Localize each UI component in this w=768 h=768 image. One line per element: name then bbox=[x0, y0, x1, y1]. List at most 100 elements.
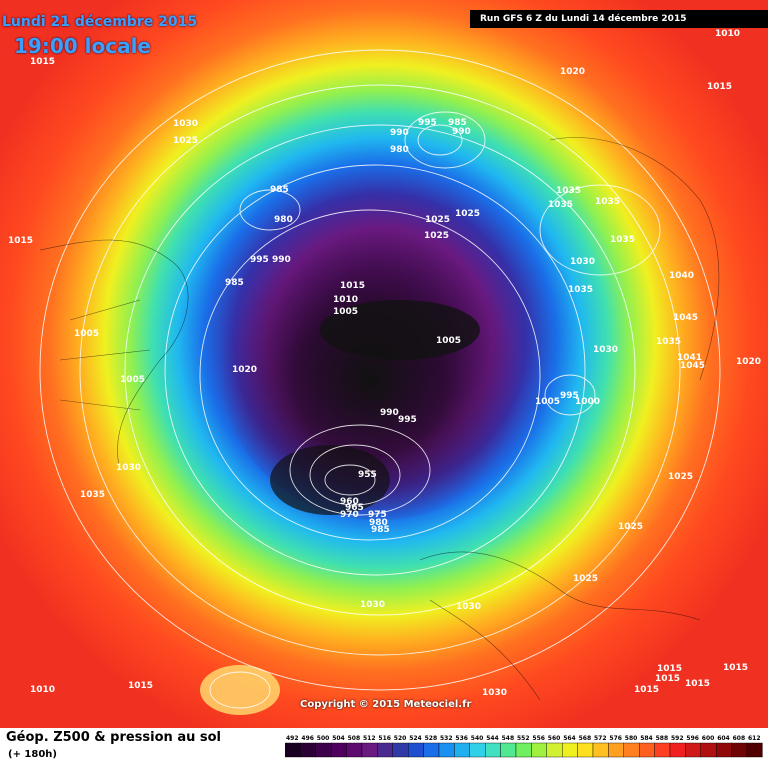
scale-swatch bbox=[377, 742, 394, 758]
pressure-label: 985 bbox=[448, 118, 467, 128]
vortex-lobe bbox=[320, 300, 480, 360]
scale-tick-label: 556 bbox=[532, 735, 545, 742]
scale-tick-label: 564 bbox=[563, 735, 576, 742]
scale-swatch bbox=[562, 742, 578, 758]
pressure-label: 1030 bbox=[173, 119, 198, 129]
pressure-label: 990 bbox=[272, 255, 291, 265]
pressure-label: 1030 bbox=[116, 463, 141, 473]
scale-tick-label: 492 bbox=[286, 735, 299, 742]
pressure-label: 1015 bbox=[655, 674, 680, 684]
scale-swatch bbox=[300, 742, 316, 758]
scale-tick-label: 544 bbox=[486, 735, 499, 742]
pressure-label: 1035 bbox=[548, 200, 573, 210]
scale-swatch bbox=[716, 742, 732, 758]
scale-swatch bbox=[331, 742, 347, 758]
scale-tick-label: 572 bbox=[594, 735, 607, 742]
pressure-label: 1015 bbox=[8, 236, 33, 246]
scale-swatch bbox=[484, 742, 501, 758]
scale-tick-label: 596 bbox=[686, 735, 699, 742]
scale-swatch bbox=[392, 742, 409, 758]
pressure-label: 1015 bbox=[685, 679, 710, 689]
pressure-label: 990 bbox=[390, 128, 409, 138]
scale-tick-label: 580 bbox=[625, 735, 638, 742]
pressure-label: 1015 bbox=[657, 664, 682, 674]
scale-tick-label: 552 bbox=[517, 735, 530, 742]
isobars bbox=[39, 49, 721, 709]
pressure-label: 1025 bbox=[668, 472, 693, 482]
scale-swatch bbox=[438, 742, 455, 758]
lead-time: (+ 180h) bbox=[8, 749, 57, 760]
scale-swatch bbox=[500, 742, 517, 758]
pressure-label: 1005 bbox=[333, 307, 358, 317]
pressure-label: 1020 bbox=[232, 365, 257, 375]
scale-swatch bbox=[515, 742, 532, 758]
scale-tick-label: 612 bbox=[748, 735, 761, 742]
pressure-label: 1005 bbox=[436, 336, 461, 346]
pressure-label: 1020 bbox=[560, 67, 585, 77]
pressure-labels: 1015103010251020101010151015985980990995… bbox=[8, 29, 761, 698]
pressure-label: 1015 bbox=[707, 82, 732, 92]
pressure-label: 1030 bbox=[570, 257, 595, 267]
legend-footer: Géop. Z500 & pression au sol (+ 180h) 49… bbox=[0, 728, 768, 768]
scale-tick-label: 548 bbox=[502, 735, 515, 742]
scale-swatch bbox=[623, 742, 640, 758]
color-scale: 492 496 500 504 508 512 516 520 524 528 532 536 540 5… bbox=[285, 735, 763, 758]
pressure-label: 1035 bbox=[610, 235, 635, 245]
scale-swatch bbox=[285, 742, 301, 758]
scale-tick-label: 500 bbox=[317, 735, 330, 742]
scale-swatch bbox=[639, 742, 655, 758]
pressure-label: 1015 bbox=[634, 685, 659, 695]
scale-tick-label: 504 bbox=[332, 735, 345, 742]
pressure-label: 1040 bbox=[669, 271, 694, 281]
scale-tick-label: 524 bbox=[409, 735, 422, 742]
pressure-label: 1010 bbox=[715, 29, 740, 39]
pressure-label: 1015 bbox=[30, 57, 55, 67]
pressure-label: 965 bbox=[345, 503, 364, 513]
pressure-label: 1005 bbox=[120, 375, 145, 385]
scale-swatch bbox=[407, 742, 424, 758]
pressure-label: 1030 bbox=[482, 688, 507, 698]
vortex-lobe-south bbox=[270, 445, 390, 515]
pressure-label: 1035 bbox=[656, 337, 681, 347]
scale-tick-label: 536 bbox=[455, 735, 468, 742]
scale-swatch bbox=[469, 742, 486, 758]
pressure-label: 995 bbox=[560, 391, 579, 401]
pressure-label: 1041 bbox=[677, 353, 702, 363]
pressure-label: 1035 bbox=[595, 197, 620, 207]
pressure-label: 990 bbox=[380, 408, 399, 418]
scale-tick-label: 528 bbox=[425, 735, 438, 742]
scale-swatch bbox=[546, 742, 563, 758]
pressure-label: 970 bbox=[340, 510, 359, 520]
polar-vortex-core bbox=[220, 220, 540, 520]
pressure-label: 990 bbox=[452, 127, 471, 137]
pressure-label: 1025 bbox=[618, 522, 643, 532]
pressure-label: 985 bbox=[270, 185, 289, 195]
pressure-label: 1035 bbox=[556, 186, 581, 196]
scale-swatch bbox=[746, 742, 763, 758]
pressure-label: 1010 bbox=[30, 685, 55, 695]
pressure-label: 1025 bbox=[573, 574, 598, 584]
pressure-label: 1035 bbox=[80, 490, 105, 500]
scale-swatch bbox=[577, 742, 594, 758]
pressure-label: 1030 bbox=[360, 600, 385, 610]
field-title: Géop. Z500 & pression au sol bbox=[6, 730, 221, 745]
copyright: Copyright © 2015 Meteociel.fr bbox=[300, 699, 472, 710]
pressure-label: 1000 bbox=[575, 397, 600, 407]
scale-swatch bbox=[346, 742, 363, 758]
pressure-label: 1005 bbox=[74, 329, 99, 339]
pressure-label: 1030 bbox=[593, 345, 618, 355]
pressure-label: 980 bbox=[390, 145, 409, 155]
scale-tick-label: 588 bbox=[656, 735, 669, 742]
scale-swatch bbox=[654, 742, 671, 758]
pressure-label: 980 bbox=[274, 215, 293, 225]
pressure-label: 985 bbox=[371, 525, 390, 535]
pressure-label: 985 bbox=[225, 278, 244, 288]
scale-tick-label: 584 bbox=[640, 735, 653, 742]
scale-tick-label: 532 bbox=[440, 735, 453, 742]
forecast-time: 19:00 locale bbox=[14, 34, 151, 58]
weather-map: 1015 1030 1025 1020 1010 1015 1015 985 980 990 995… bbox=[0, 0, 768, 728]
scale-tick-label: 604 bbox=[717, 735, 730, 742]
scale-tick-label: 516 bbox=[378, 735, 391, 742]
pressure-label: 955 bbox=[358, 470, 377, 480]
run-info: Run GFS 6 Z du Lundi 14 décembre 2015 bbox=[470, 10, 768, 28]
